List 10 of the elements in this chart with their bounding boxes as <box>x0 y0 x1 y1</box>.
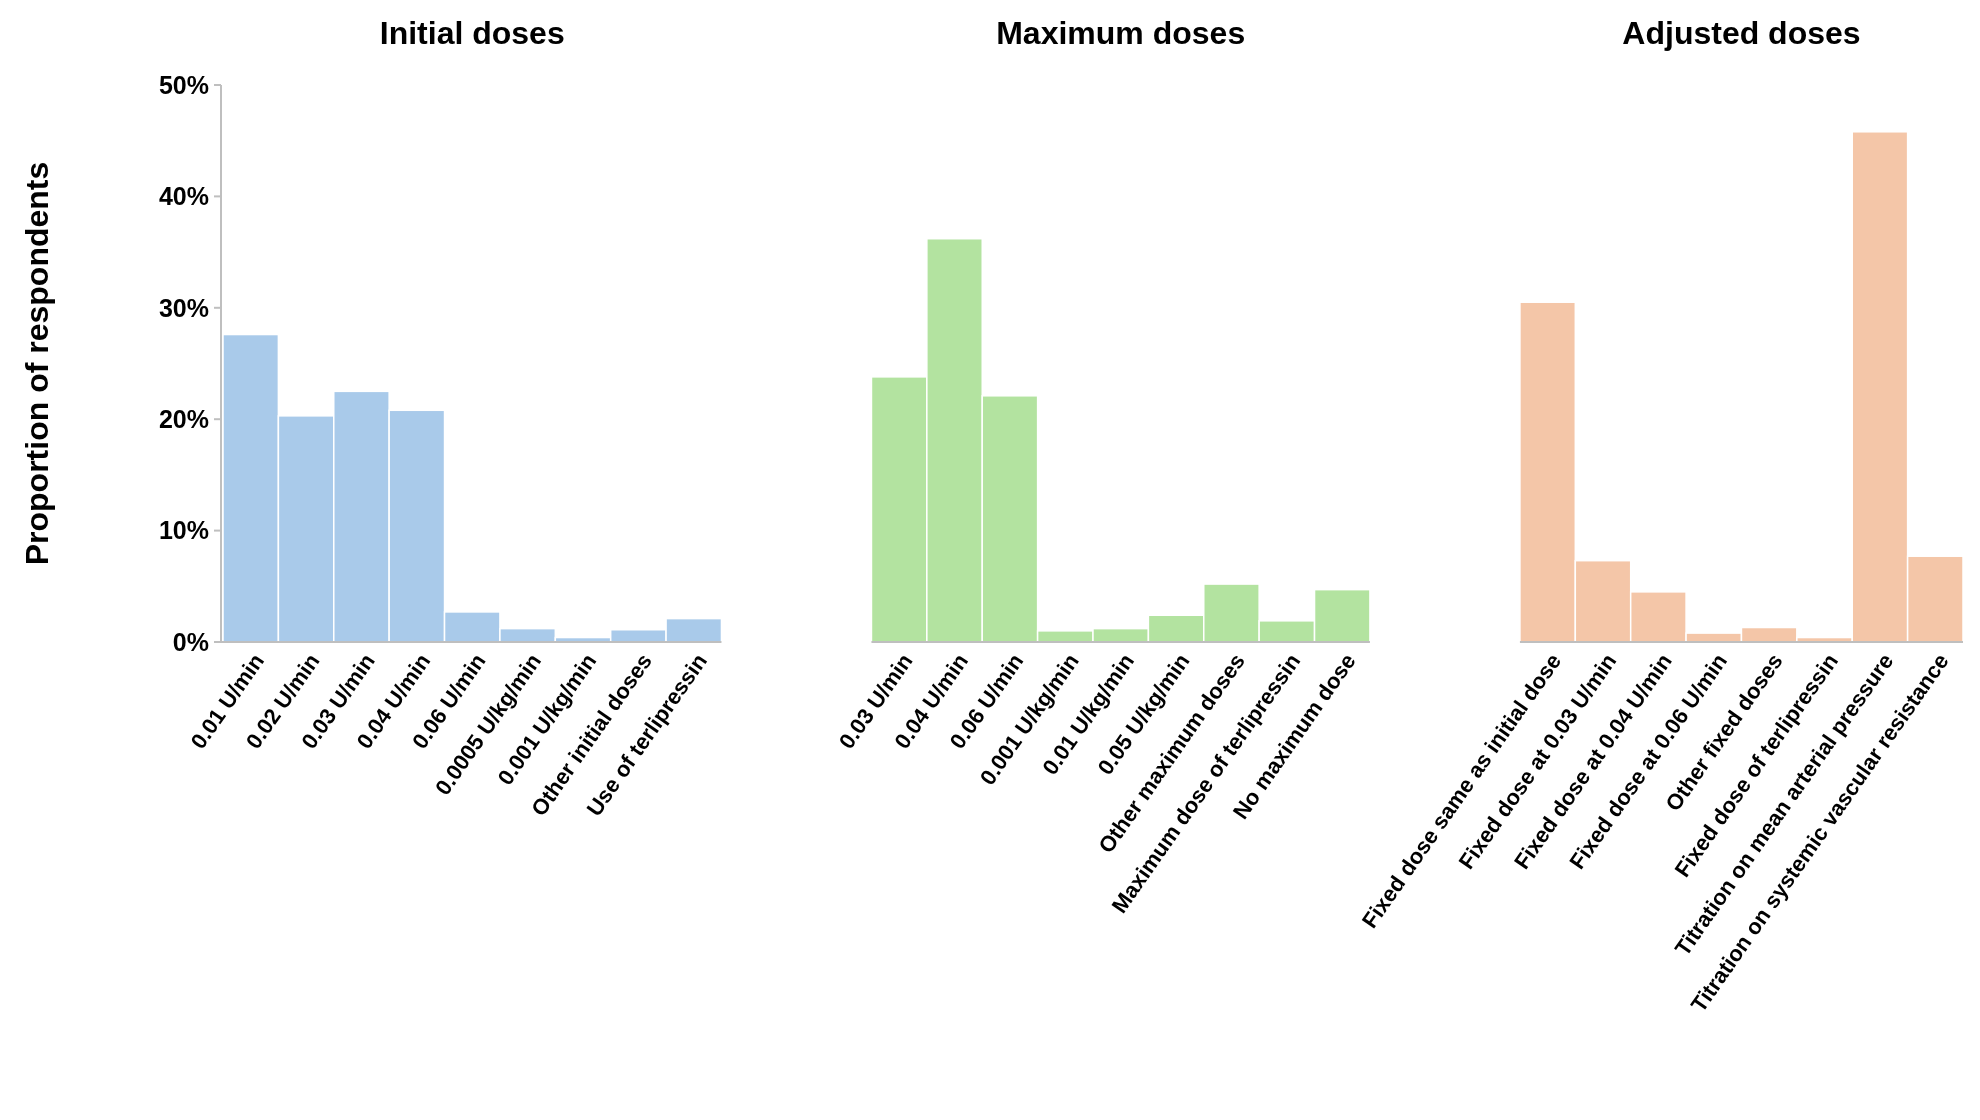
y-tick-label: 40% <box>158 182 209 211</box>
y-tick-label: 10% <box>158 516 209 545</box>
chart-title: Initial doses <box>379 15 565 51</box>
y-tick-label: 50% <box>158 70 209 99</box>
chart-title: Adjusted doses <box>1622 15 1861 51</box>
y-axis-title: Proportion of respondents <box>19 161 55 566</box>
y-tick-label: 20% <box>158 404 209 433</box>
y-tick-label: 0% <box>172 627 209 656</box>
y-tick-label: 30% <box>158 293 209 322</box>
chart-title: Maximum doses <box>996 15 1246 51</box>
